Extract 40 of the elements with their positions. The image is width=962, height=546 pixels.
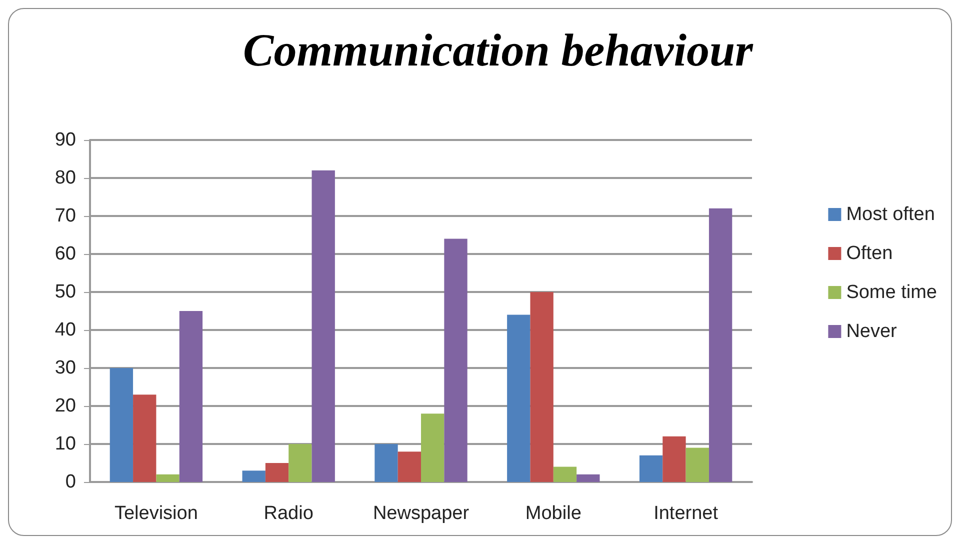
bar bbox=[312, 170, 335, 482]
bar bbox=[444, 238, 468, 482]
bar bbox=[265, 463, 289, 482]
chart-title: Communication behaviour bbox=[243, 24, 754, 76]
y-tick-label: 90 bbox=[54, 130, 76, 150]
legend-label: Most often bbox=[846, 204, 935, 225]
y-tick-label: 80 bbox=[54, 168, 76, 188]
bar bbox=[639, 455, 663, 482]
y-tick-label: 10 bbox=[54, 434, 76, 454]
x-tick-label: Television bbox=[114, 503, 198, 524]
bar bbox=[507, 314, 530, 482]
bar bbox=[374, 444, 398, 482]
bar bbox=[708, 208, 732, 482]
y-tick-label: 20 bbox=[54, 396, 76, 416]
bar bbox=[398, 452, 421, 482]
y-tick-label: 70 bbox=[54, 206, 76, 226]
bar bbox=[662, 436, 686, 482]
y-tick-label: 30 bbox=[54, 358, 76, 378]
y-tick-label: 50 bbox=[54, 282, 76, 302]
legend-label: Some time bbox=[846, 282, 938, 303]
y-tick-label: 40 bbox=[54, 320, 76, 340]
bar bbox=[686, 448, 709, 482]
bar bbox=[288, 444, 312, 482]
x-tick-label: Newspaper bbox=[372, 503, 470, 524]
bar bbox=[156, 474, 180, 482]
legend-label: Often bbox=[846, 243, 893, 264]
y-tick-label: 0 bbox=[65, 472, 76, 492]
bar bbox=[110, 368, 134, 482]
bar bbox=[576, 474, 600, 482]
bar bbox=[553, 466, 577, 482]
x-tick-label: Radio bbox=[264, 503, 314, 524]
y-tick-label: 60 bbox=[54, 244, 76, 264]
bar bbox=[133, 394, 156, 482]
bar bbox=[421, 414, 444, 482]
x-tick-label: Mobile bbox=[525, 503, 582, 524]
bar bbox=[530, 292, 554, 482]
legend-label: Never bbox=[846, 321, 898, 342]
x-tick-label: Internet bbox=[654, 503, 719, 524]
bar bbox=[242, 470, 266, 482]
bar bbox=[179, 311, 203, 482]
